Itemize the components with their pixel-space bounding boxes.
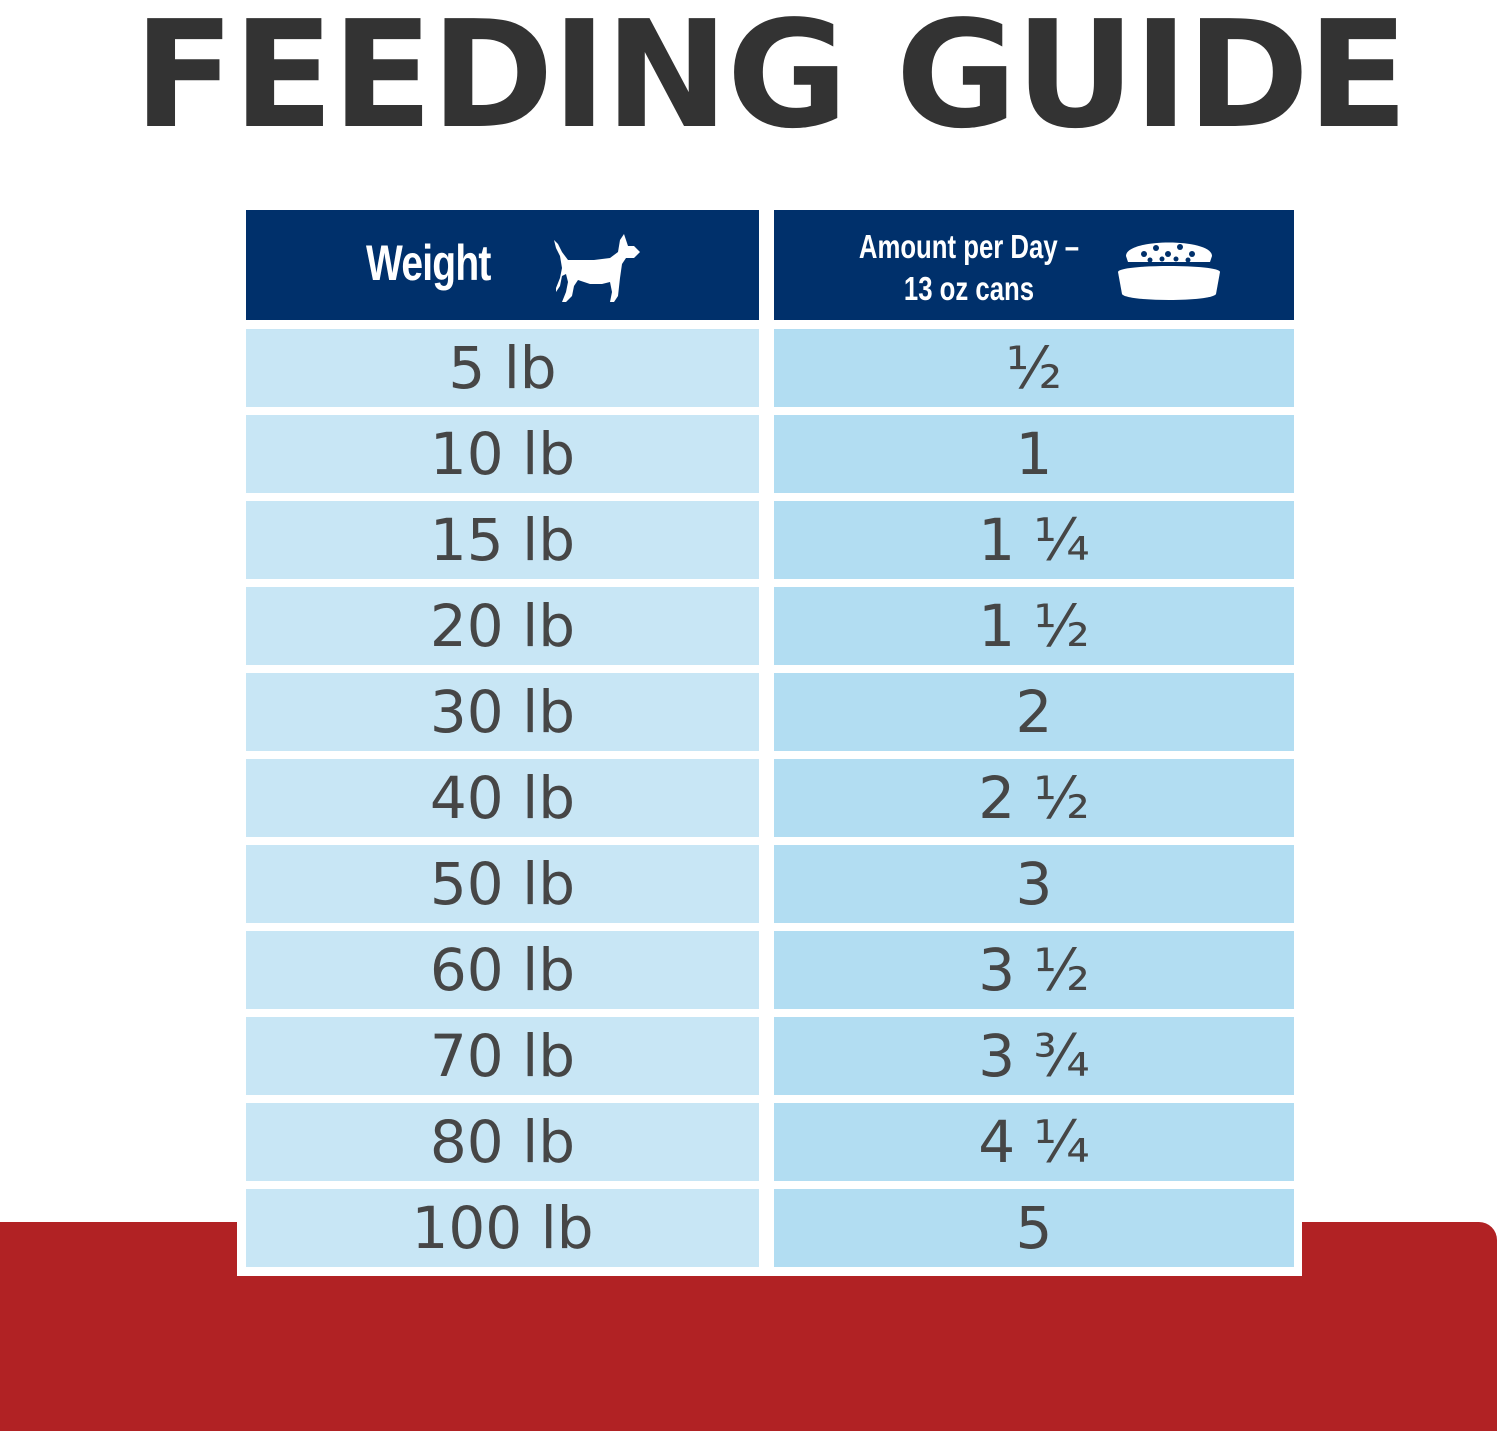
weight-cell: 5 lb (246, 329, 759, 407)
amount-cell: 1 ¼ (774, 501, 1294, 579)
weight-cell: 30 lb (246, 673, 759, 751)
amount-header-line2: 13 oz cans (903, 270, 1035, 307)
amount-cell: 2 (774, 673, 1294, 751)
weight-cell: 100 lb (246, 1189, 759, 1267)
weight-cell: 15 lb (246, 501, 759, 579)
amount-cell: 1 ½ (774, 587, 1294, 665)
amount-cell: 3 (774, 845, 1294, 923)
amount-cell: 5 (774, 1189, 1294, 1267)
dog-icon (554, 234, 640, 302)
amount-cell: ½ (774, 329, 1294, 407)
weight-header-label: Weight (366, 235, 491, 291)
amount-cell: 4 ¼ (774, 1103, 1294, 1181)
amount-header-label: Amount per Day – 13 oz cans (774, 226, 1164, 310)
amount-cell: 1 (774, 415, 1294, 493)
weight-cell: 50 lb (246, 845, 759, 923)
weight-cell: 70 lb (246, 1017, 759, 1095)
weight-cell: 10 lb (246, 415, 759, 493)
weight-cell: 20 lb (246, 587, 759, 665)
food-bowl-icon (1118, 242, 1220, 300)
weight-cell: 40 lb (246, 759, 759, 837)
amount-cell: 3 ¾ (774, 1017, 1294, 1095)
amount-header-line1: Amount per Day – (858, 228, 1080, 265)
amount-cell: 3 ½ (774, 931, 1294, 1009)
amount-cell: 2 ½ (774, 759, 1294, 837)
weight-cell: 60 lb (246, 931, 759, 1009)
weight-cell: 80 lb (246, 1103, 759, 1181)
weight-column-header: Weight (246, 210, 759, 320)
amount-column-header: Amount per Day – 13 oz cans (774, 210, 1294, 320)
page-title: FEEDING GUIDE (133, 0, 1409, 161)
